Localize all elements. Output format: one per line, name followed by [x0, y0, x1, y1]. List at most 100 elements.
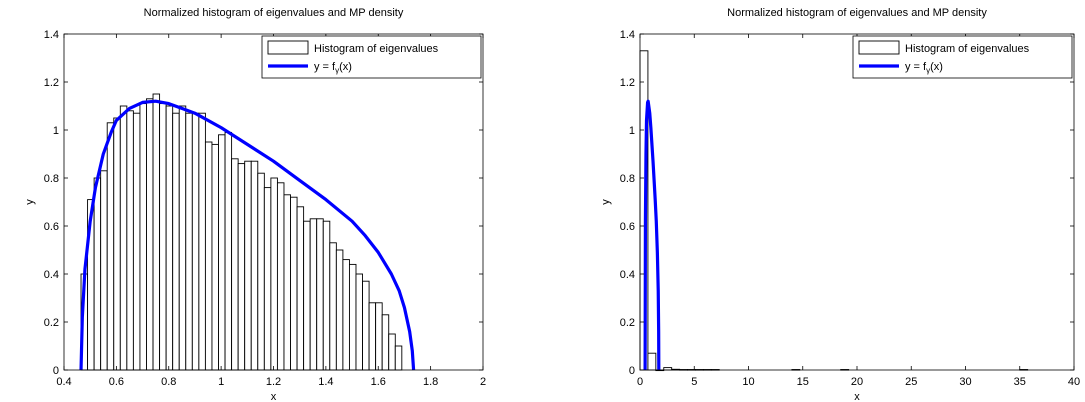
- y-axis-label: y: [600, 199, 612, 205]
- histogram-bar: [375, 302, 383, 371]
- histogram-bar: [388, 333, 396, 371]
- mp-density-curve: [643, 99, 661, 371]
- histogram-bar: [381, 314, 390, 371]
- chart-title: Normalized histogram of eigenvalues and …: [144, 7, 404, 19]
- histogram-bar: [290, 196, 298, 371]
- y-tick-label: 0.2: [620, 317, 635, 329]
- histogram-bar: [257, 172, 265, 371]
- histogram-bar: [119, 105, 128, 371]
- histogram-bar: [394, 345, 403, 371]
- histogram-bar: [322, 220, 331, 371]
- legend-curve-label-sub: γ: [926, 66, 930, 75]
- x-tick-label: 0.8: [161, 376, 176, 388]
- mp-density-curve: [79, 99, 416, 371]
- legend: Histogram of eigenvalues y = fγ(x): [261, 35, 482, 79]
- histogram-bar: [329, 242, 337, 371]
- plot-area: [640, 34, 1074, 370]
- histogram-bar: [218, 134, 226, 371]
- x-tick-label: 0.6: [109, 376, 124, 388]
- histogram-bar: [250, 160, 259, 371]
- y-tick-label: 0: [53, 365, 59, 377]
- legend-histogram-swatch: [267, 40, 309, 55]
- legend: Histogram of eigenvalues y = fγ(x): [852, 35, 1073, 79]
- histogram-bar: [185, 112, 193, 371]
- chart-1: 0.4 0.6 0.8 1 1.2 1.4 1.6 1.8 2 0 0.2 0.4 0.6 0.8 1 1.2…: [24, 7, 486, 402]
- x-tick-label: 30: [959, 376, 971, 388]
- histogram-bar: [368, 302, 377, 371]
- histogram-bar: [106, 122, 115, 371]
- x-tick-label: 35: [1014, 376, 1026, 388]
- histogram-bar: [211, 143, 219, 371]
- histogram-bar: [93, 177, 102, 371]
- y-tick-label: 0.8: [44, 173, 59, 185]
- y-tick-label: 1: [53, 125, 59, 137]
- histogram-bar: [316, 218, 324, 371]
- histogram-bar: [178, 105, 187, 371]
- histogram-bar: [309, 218, 318, 371]
- legend-curve-label-suffix: (x): [930, 61, 943, 73]
- histogram-bar: [362, 280, 370, 371]
- x-tick-label: 20: [851, 376, 863, 388]
- legend-curve-label-suffix: (x): [339, 61, 352, 73]
- y-tick-label: 1.4: [44, 29, 59, 41]
- histogram-bar: [244, 160, 252, 371]
- chart-title: Normalized histogram of eigenvalues and …: [727, 7, 987, 19]
- histogram-bar: [348, 263, 357, 371]
- x-tick-label: 1: [218, 376, 224, 388]
- x-tick-label: 1.4: [318, 376, 333, 388]
- x-tick-label: 5: [691, 376, 697, 388]
- legend-curve-label-sub: γ: [335, 66, 339, 75]
- y-tick-label: 1.2: [44, 77, 59, 89]
- legend-histogram-label: Histogram of eigenvalues: [905, 43, 1030, 55]
- histogram-bar: [647, 352, 657, 371]
- y-tick-label: 0.6: [44, 221, 59, 233]
- histogram-bar: [139, 103, 147, 371]
- legend-curve-label-prefix: y = f: [905, 61, 927, 73]
- chart-2: 0 5 10 15 20 25 30 35 40 0 0.2 0.4 0.6 0.8 1 1.2 1.4 Norm…: [600, 7, 1080, 402]
- histogram-bar: [159, 103, 167, 371]
- x-tick-label: 1.8: [423, 376, 438, 388]
- x-tick-label: 15: [797, 376, 809, 388]
- histogram-bar: [231, 158, 239, 371]
- y-axis-label: y: [24, 199, 36, 205]
- histogram-bar: [198, 112, 206, 371]
- histogram-bar: [342, 259, 350, 371]
- x-tick-label: 2: [480, 376, 486, 388]
- histogram-bar: [204, 141, 213, 371]
- histogram-bar: [100, 170, 108, 371]
- y-tick-label: 1.4: [620, 29, 635, 41]
- histogram-bar: [224, 131, 233, 371]
- legend-curve-label: y = fγ(x): [905, 61, 943, 75]
- x-tick-label: 40: [1068, 376, 1080, 388]
- y-tick-label: 0.4: [620, 269, 635, 281]
- legend-histogram-label: Histogram of eigenvalues: [314, 43, 439, 55]
- histogram-bar: [126, 110, 134, 371]
- histogram-bar: [303, 220, 311, 371]
- histogram-bar: [270, 177, 278, 371]
- x-tick-label: 0.4: [56, 376, 71, 388]
- x-tick-label: 1.6: [371, 376, 386, 388]
- y-tick-label: 0.8: [620, 173, 635, 185]
- y-tick-label: 0: [629, 365, 635, 377]
- histogram-bar: [132, 112, 141, 371]
- histogram-bar: [355, 273, 363, 371]
- histogram-bar: [191, 112, 200, 371]
- histogram-bar: [146, 98, 154, 371]
- x-tick-label: 25: [905, 376, 917, 388]
- legend-curve-label: y = fγ(x): [314, 61, 352, 75]
- x-tick-label: 0: [637, 376, 643, 388]
- histogram-bar: [263, 187, 272, 371]
- histogram-bar: [283, 194, 291, 371]
- histogram-bar: [296, 206, 305, 371]
- x-tick-label: 1.2: [266, 376, 281, 388]
- histogram-bar: [165, 105, 174, 371]
- histogram-bar: [113, 117, 121, 371]
- histogram-bar: [335, 249, 344, 371]
- y-tick-label: 0.6: [620, 221, 635, 233]
- histogram-bar: [172, 112, 180, 371]
- histogram-bar: [152, 93, 161, 371]
- x-tick-label: 10: [742, 376, 754, 388]
- histogram-bar: [276, 182, 285, 371]
- histogram-bar: [237, 163, 246, 371]
